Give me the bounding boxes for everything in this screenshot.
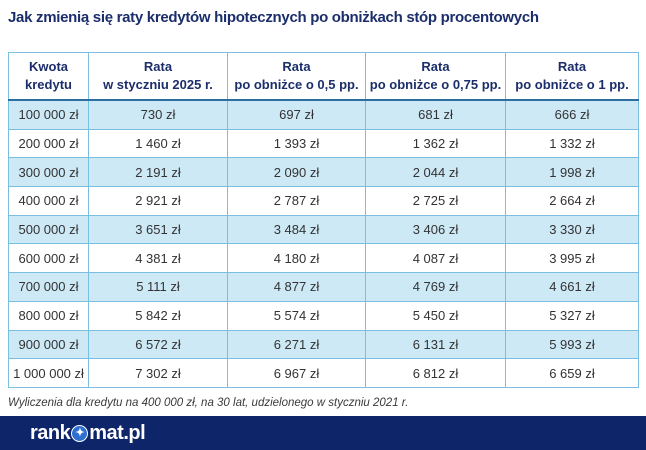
rate-cell: 2 044 zł xyxy=(365,157,506,188)
table-row: 1 000 000 zł 7 302 zł 6 967 zł 6 812 zł … xyxy=(8,358,639,388)
column-header-line: po obniżce o 1 pp. xyxy=(515,77,629,92)
column-header-line: Rata xyxy=(143,59,173,75)
column-header-rata-2025: Rata w styczniu 2025 r. xyxy=(88,52,228,101)
column-header-kwota: Kwota kredytu xyxy=(8,52,89,101)
rate-cell: 3 995 zł xyxy=(505,243,639,274)
logo-text-suffix: mat.pl xyxy=(89,422,146,444)
rate-cell: 2 090 zł xyxy=(227,157,366,188)
rate-cell: 2 191 zł xyxy=(88,157,228,188)
rate-cell: 5 111 zł xyxy=(88,272,228,302)
footnote: Wyliczenia dla kredytu na 400 000 zł, na… xyxy=(8,397,409,409)
amount-cell: 100 000 zł xyxy=(8,99,89,130)
table-row: 400 000 zł 2 921 zł 2 787 zł 2 725 zł 2 … xyxy=(8,186,639,216)
logo-text-prefix: rank xyxy=(30,422,71,444)
rate-cell: 6 659 zł xyxy=(505,358,639,388)
column-header-line: po obniżce o 0,5 pp. xyxy=(234,77,359,92)
rate-cell: 3 484 zł xyxy=(227,214,366,245)
amount-cell: 400 000 zł xyxy=(8,186,89,216)
column-header-line: Rata xyxy=(421,59,450,75)
rate-cell: 5 574 zł xyxy=(227,300,366,331)
rate-cell: 697 zł xyxy=(227,99,366,130)
amount-cell: 700 000 zł xyxy=(8,272,89,302)
rate-cell: 3 406 zł xyxy=(365,214,506,245)
rate-cell: 6 812 zł xyxy=(365,358,506,388)
rate-cell: 4 877 zł xyxy=(227,272,366,302)
column-header-rata-05pp: Rata po obniżce o 0,5 pp. xyxy=(227,52,366,101)
rate-cell: 6 572 zł xyxy=(88,329,228,360)
rate-cell: 681 zł xyxy=(365,99,506,130)
rate-cell: 7 302 zł xyxy=(88,358,228,388)
table-row: 500 000 zł 3 651 zł 3 484 zł 3 406 zł 3 … xyxy=(8,214,639,245)
amount-cell: 900 000 zł xyxy=(8,329,89,360)
rate-cell: 3 651 zł xyxy=(88,214,228,245)
page-title: Jak zmienią się raty kredytów hipoteczny… xyxy=(8,9,539,26)
table-row: 900 000 zł 6 572 zł 6 271 zł 6 131 zł 5 … xyxy=(8,329,639,360)
rate-cell: 4 087 zł xyxy=(365,243,506,274)
rate-cell: 6 271 zł xyxy=(227,329,366,360)
amount-cell: 200 000 zł xyxy=(8,128,89,159)
column-header-line: Kwota xyxy=(29,59,68,75)
rate-cell: 5 993 zł xyxy=(505,329,639,360)
rate-cell: 4 769 zł xyxy=(365,272,506,302)
rate-cell: 1 362 zł xyxy=(365,128,506,159)
column-header-line: po obniżce o 0,75 pp. xyxy=(369,77,502,92)
table-row: 200 000 zł 1 460 zł 1 393 zł 1 362 zł 1 … xyxy=(8,128,639,159)
star-icon: ✦ xyxy=(71,424,89,442)
rate-cell: 6 967 zł xyxy=(227,358,366,388)
table-row: 800 000 zł 5 842 zł 5 574 zł 5 450 zł 5 … xyxy=(8,300,639,331)
column-header-line: Rata xyxy=(557,59,587,75)
rate-cell: 5 450 zł xyxy=(365,300,506,331)
rate-cell: 1 460 zł xyxy=(88,128,228,159)
rate-cell: 666 zł xyxy=(505,99,639,130)
amount-cell: 300 000 zł xyxy=(8,157,89,188)
rate-cell: 1 393 zł xyxy=(227,128,366,159)
rate-cell: 5 327 zł xyxy=(505,300,639,331)
rate-cell: 730 zł xyxy=(88,99,228,130)
rate-cell: 2 664 zł xyxy=(505,186,639,216)
rate-cell: 4 381 zł xyxy=(88,243,228,274)
rate-cell: 6 131 zł xyxy=(365,329,506,360)
rates-table: Kwota kredytu Rata w styczniu 2025 r. Ra… xyxy=(8,52,639,388)
table-row: 600 000 zł 4 381 zł 4 180 zł 4 087 zł 3 … xyxy=(8,243,639,274)
amount-cell: 500 000 zł xyxy=(8,214,89,245)
table-header-row: Kwota kredytu Rata w styczniu 2025 r. Ra… xyxy=(8,52,639,101)
rankomat-logo: rank ✦ mat.pl xyxy=(30,422,146,444)
table-row: 100 000 zł 730 zł 697 zł 681 zł 666 zł xyxy=(8,99,639,130)
column-header-rata-075pp: Rata po obniżce o 0,75 pp. xyxy=(365,52,506,101)
column-header-line: w styczniu 2025 r. xyxy=(103,77,213,92)
rate-cell: 4 180 zł xyxy=(227,243,366,274)
amount-cell: 1 000 000 zł xyxy=(8,358,89,388)
rate-cell: 5 842 zł xyxy=(88,300,228,331)
column-header-line: Rata xyxy=(282,59,311,75)
rate-cell: 2 725 zł xyxy=(365,186,506,216)
rate-cell: 1 998 zł xyxy=(505,157,639,188)
table-row: 700 000 zł 5 111 zł 4 877 zł 4 769 zł 4 … xyxy=(8,272,639,302)
rate-cell: 2 787 zł xyxy=(227,186,366,216)
column-header-line: kredytu xyxy=(25,77,72,92)
footer-bar: rank ✦ mat.pl xyxy=(0,416,646,450)
rate-cell: 4 661 zł xyxy=(505,272,639,302)
amount-cell: 800 000 zł xyxy=(8,300,89,331)
amount-cell: 600 000 zł xyxy=(8,243,89,274)
table-row: 300 000 zł 2 191 zł 2 090 zł 2 044 zł 1 … xyxy=(8,157,639,188)
rate-cell: 2 921 zł xyxy=(88,186,228,216)
rate-cell: 3 330 zł xyxy=(505,214,639,245)
rate-cell: 1 332 zł xyxy=(505,128,639,159)
column-header-rata-1pp: Rata po obniżce o 1 pp. xyxy=(505,52,639,101)
